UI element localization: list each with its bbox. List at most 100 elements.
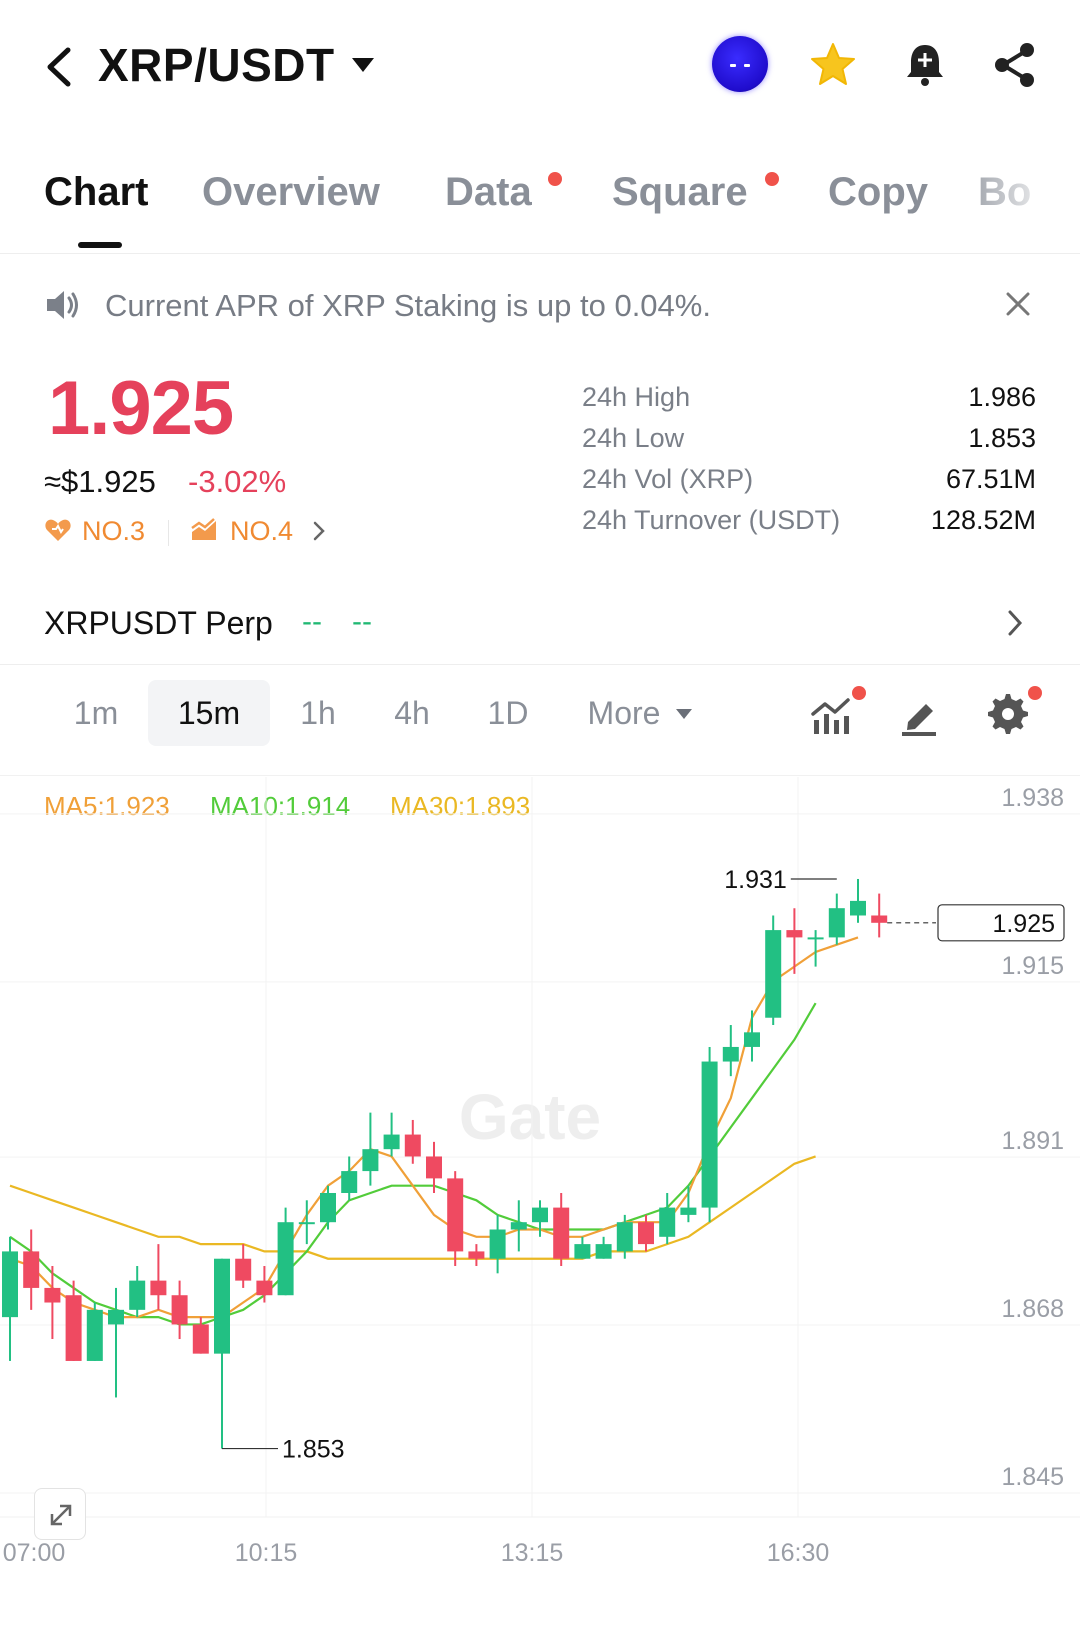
watermark-text: Gate xyxy=(459,1081,601,1153)
chevron-right-icon[interactable] xyxy=(310,519,328,543)
y-tick-label: 1.868 xyxy=(1001,1295,1064,1323)
stat-value-turnover: 128.52M xyxy=(930,505,1036,535)
last-price-box xyxy=(937,904,1065,942)
tab-chart[interactable]: Chart xyxy=(44,170,149,214)
share-icon[interactable] xyxy=(990,40,1040,90)
price-change: -3.02% xyxy=(188,464,287,499)
perp-row[interactable]: XRPUSDT Perp -- -- xyxy=(0,585,1080,665)
bell-plus-icon[interactable] xyxy=(900,40,950,90)
candle-body xyxy=(298,1222,315,1225)
caret-down-icon[interactable] xyxy=(676,709,692,719)
stat-label-low: 24h Low xyxy=(582,423,685,453)
candle-body xyxy=(447,1178,464,1252)
rank-badge-1[interactable]: NO.3 xyxy=(82,516,146,546)
candle-body xyxy=(383,1134,400,1150)
ma10-line xyxy=(9,1002,817,1326)
candle-body xyxy=(595,1244,612,1259)
y-tick-label: 1.891 xyxy=(1001,1127,1064,1155)
y-tick-label: 1.938 xyxy=(1001,784,1064,812)
star-icon[interactable] xyxy=(808,40,858,90)
last-price-label: 1.925 xyxy=(992,910,1055,938)
low-marker-label: 1.853 xyxy=(282,1436,345,1464)
candle-body xyxy=(129,1280,146,1310)
chart-canvas[interactable]: Gate 1.931 1.853 1.925 1.938 1.915 1.891 1.86… xyxy=(0,777,1080,1650)
candle-body xyxy=(828,908,845,938)
candle-body xyxy=(616,1222,633,1252)
candlestick-chart[interactable]: MA5:1.923 MA10:1.914 MA30:1.893 Gate 1.9… xyxy=(0,777,1080,1650)
draw-icon[interactable] xyxy=(896,690,944,738)
ma30-legend: MA30:1.893 xyxy=(390,791,531,821)
tab-data-dot xyxy=(548,172,562,186)
candle-body xyxy=(44,1287,61,1303)
axis-labels: 1.938 1.915 1.891 1.868 1.845 07:00 10:15 13:15… xyxy=(3,784,1064,1567)
stat-label-turnover: 24h Turnover (USDT) xyxy=(582,505,841,535)
trend-rank-icon xyxy=(191,518,216,540)
chart-annotations: 1.931 1.853 1.925 xyxy=(222,866,1065,1464)
candles xyxy=(2,878,888,1449)
candle-body xyxy=(2,1251,18,1318)
high-marker-label: 1.931 xyxy=(724,866,787,894)
ma5-legend: MA5:1.923 xyxy=(44,791,170,821)
pair-title[interactable]: XRP/USDT xyxy=(98,39,335,91)
candle-body xyxy=(722,1046,739,1062)
close-icon[interactable] xyxy=(1004,290,1032,318)
candle-body xyxy=(341,1171,358,1193)
indicators-dot xyxy=(852,686,866,700)
rank-badge-2[interactable]: NO.4 xyxy=(230,516,294,546)
candle-body xyxy=(235,1258,252,1281)
announcement-text[interactable]: Current APR of XRP Staking is up to 0.04… xyxy=(105,288,711,323)
interval-1d[interactable]: 1D xyxy=(487,695,529,731)
stat-value-high: 1.986 xyxy=(968,382,1036,412)
active-tab-indicator xyxy=(78,242,122,248)
candle-body xyxy=(86,1309,103,1361)
settings-icon[interactable] xyxy=(984,690,1032,738)
interval-15m[interactable]: 15m xyxy=(148,680,270,746)
tab-data[interactable]: Data xyxy=(445,170,532,214)
tab-copy[interactable]: Copy xyxy=(828,170,928,214)
top-bar: XRP/USDT xyxy=(0,0,1080,140)
candle-body xyxy=(150,1280,167,1296)
candle-body xyxy=(23,1251,40,1288)
candle-body xyxy=(320,1192,336,1223)
tab-square[interactable]: Square xyxy=(612,170,748,214)
expand-button[interactable] xyxy=(34,1488,86,1540)
candle-body xyxy=(765,930,782,1018)
candle-body xyxy=(468,1251,485,1259)
candle-body xyxy=(553,1207,570,1259)
candle-body xyxy=(489,1229,506,1259)
tab-overview[interactable]: Overview xyxy=(202,170,380,214)
indicators-icon[interactable] xyxy=(808,690,856,738)
perp-change: -- xyxy=(352,605,372,638)
settings-dot xyxy=(1028,686,1042,700)
candle-body xyxy=(426,1156,442,1179)
interval-more[interactable]: More xyxy=(587,695,661,731)
candle-body xyxy=(680,1207,697,1215)
interval-1m[interactable]: 1m xyxy=(73,695,119,731)
candle-body xyxy=(532,1207,548,1223)
candle-body xyxy=(108,1309,124,1325)
stat-label-volume: 24h Vol (XRP) xyxy=(582,464,754,494)
candle-body xyxy=(786,930,803,938)
stat-label-high: 24h High xyxy=(582,382,691,412)
candle-body xyxy=(362,1149,379,1172)
avatar[interactable] xyxy=(712,36,768,92)
tab-bar: Chart Overview Data Square Copy Bo xyxy=(0,150,1080,254)
candle-body xyxy=(574,1244,591,1259)
candle-body xyxy=(638,1222,654,1245)
interval-1h[interactable]: 1h xyxy=(300,695,336,731)
candle-body xyxy=(171,1295,188,1325)
chevron-right-icon[interactable] xyxy=(1004,607,1026,639)
last-price: 1.925 xyxy=(48,366,234,451)
interval-4h[interactable]: 4h xyxy=(394,695,430,731)
perp-name: XRPUSDT Perp xyxy=(44,605,273,641)
announcement-bar: Current APR of XRP Staking is up to 0.04… xyxy=(0,270,1080,340)
candle-body xyxy=(701,1061,718,1208)
heart-rank-icon xyxy=(45,519,71,541)
caret-down-icon[interactable] xyxy=(352,58,374,72)
y-tick-label: 1.845 xyxy=(1001,1463,1064,1491)
candle-body xyxy=(871,915,888,923)
back-icon[interactable] xyxy=(40,42,80,92)
stat-value-volume: 67.51M xyxy=(945,464,1036,494)
expand-icon xyxy=(50,1504,72,1526)
candle-body xyxy=(65,1295,82,1361)
